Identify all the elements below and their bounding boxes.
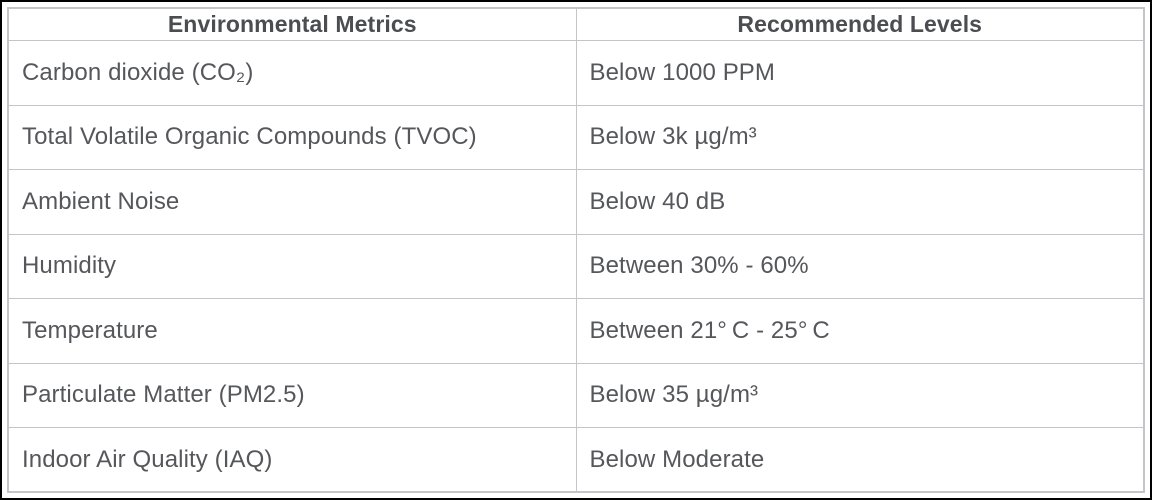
metric-cell: Temperature [7, 298, 577, 364]
table-row-iaq: Indoor Air Quality (IAQ) Below Moderate [7, 427, 1145, 493]
level-cell: Below 35 µg/m³ [575, 362, 1145, 428]
metric-cell: Carbon dioxide (CO₂) [7, 40, 577, 106]
metric-cell: Particulate Matter (PM2.5) [7, 362, 577, 428]
environmental-metrics-table: Environmental Metrics Recommended Levels… [7, 7, 1145, 493]
metric-cell: Humidity [7, 233, 577, 299]
level-cell: Below 1000 PPM [575, 40, 1145, 106]
metric-cell: Ambient Noise [7, 169, 577, 235]
level-cell: Below 40 dB [575, 169, 1145, 235]
level-cell: Between 21° C - 25° C [575, 298, 1145, 364]
table-row-temperature: Temperature Between 21° C - 25° C [7, 298, 1145, 364]
metric-cell: Indoor Air Quality (IAQ) [7, 427, 577, 493]
level-cell: Between 30% - 60% [575, 233, 1145, 299]
table-row-pm25: Particulate Matter (PM2.5) Below 35 µg/m… [7, 362, 1145, 428]
metric-cell: Total Volatile Organic Compounds (TVOC) [7, 104, 577, 170]
table-row-tvoc: Total Volatile Organic Compounds (TVOC) … [7, 104, 1145, 170]
table-row-carbon-dioxide: Carbon dioxide (CO₂) Below 1000 PPM [7, 40, 1145, 106]
table-row-ambient-noise: Ambient Noise Below 40 dB [7, 169, 1145, 235]
level-cell: Below 3k µg/m³ [575, 104, 1145, 170]
column-header-environmental-metrics: Environmental Metrics [7, 7, 577, 41]
table-row-humidity: Humidity Between 30% - 60% [7, 233, 1145, 299]
table-header-row: Environmental Metrics Recommended Levels [7, 7, 1145, 41]
level-cell: Below Moderate [575, 427, 1145, 493]
column-header-recommended-levels: Recommended Levels [575, 7, 1145, 41]
